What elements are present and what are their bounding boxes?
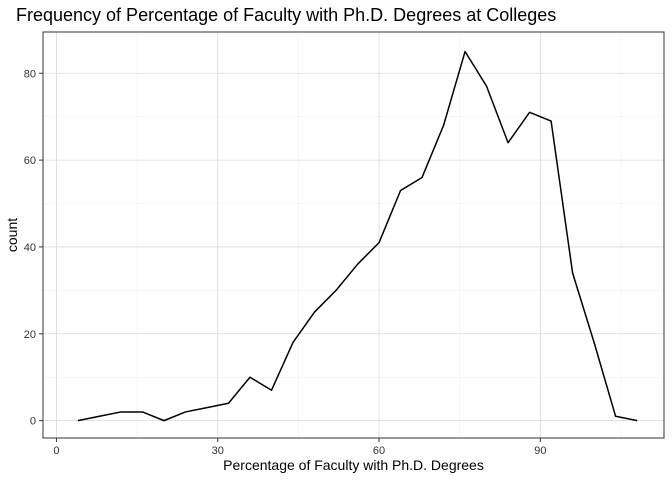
x-axis-title: Percentage of Faculty with Ph.D. Degrees xyxy=(223,457,484,473)
y-tick-label: 40 xyxy=(24,242,36,254)
x-tick-label: 90 xyxy=(534,445,546,457)
y-tick-label: 60 xyxy=(24,155,36,167)
x-tick-label: 30 xyxy=(212,445,224,457)
axes: 0 30 60 90 0 20 40 60 80 xyxy=(24,68,547,457)
grid xyxy=(43,32,664,438)
y-axis-title: count xyxy=(4,218,20,252)
y-tick-label: 80 xyxy=(24,68,36,80)
x-tick-label: 0 xyxy=(53,445,59,457)
x-tick-label: 60 xyxy=(373,445,385,457)
y-tick-label: 0 xyxy=(30,416,36,428)
chart-title: Frequency of Percentage of Faculty with … xyxy=(16,5,556,25)
series-group xyxy=(77,50,638,422)
frequency-line xyxy=(77,50,638,422)
panel-border xyxy=(42,31,665,439)
y-tick-label: 20 xyxy=(24,329,36,341)
